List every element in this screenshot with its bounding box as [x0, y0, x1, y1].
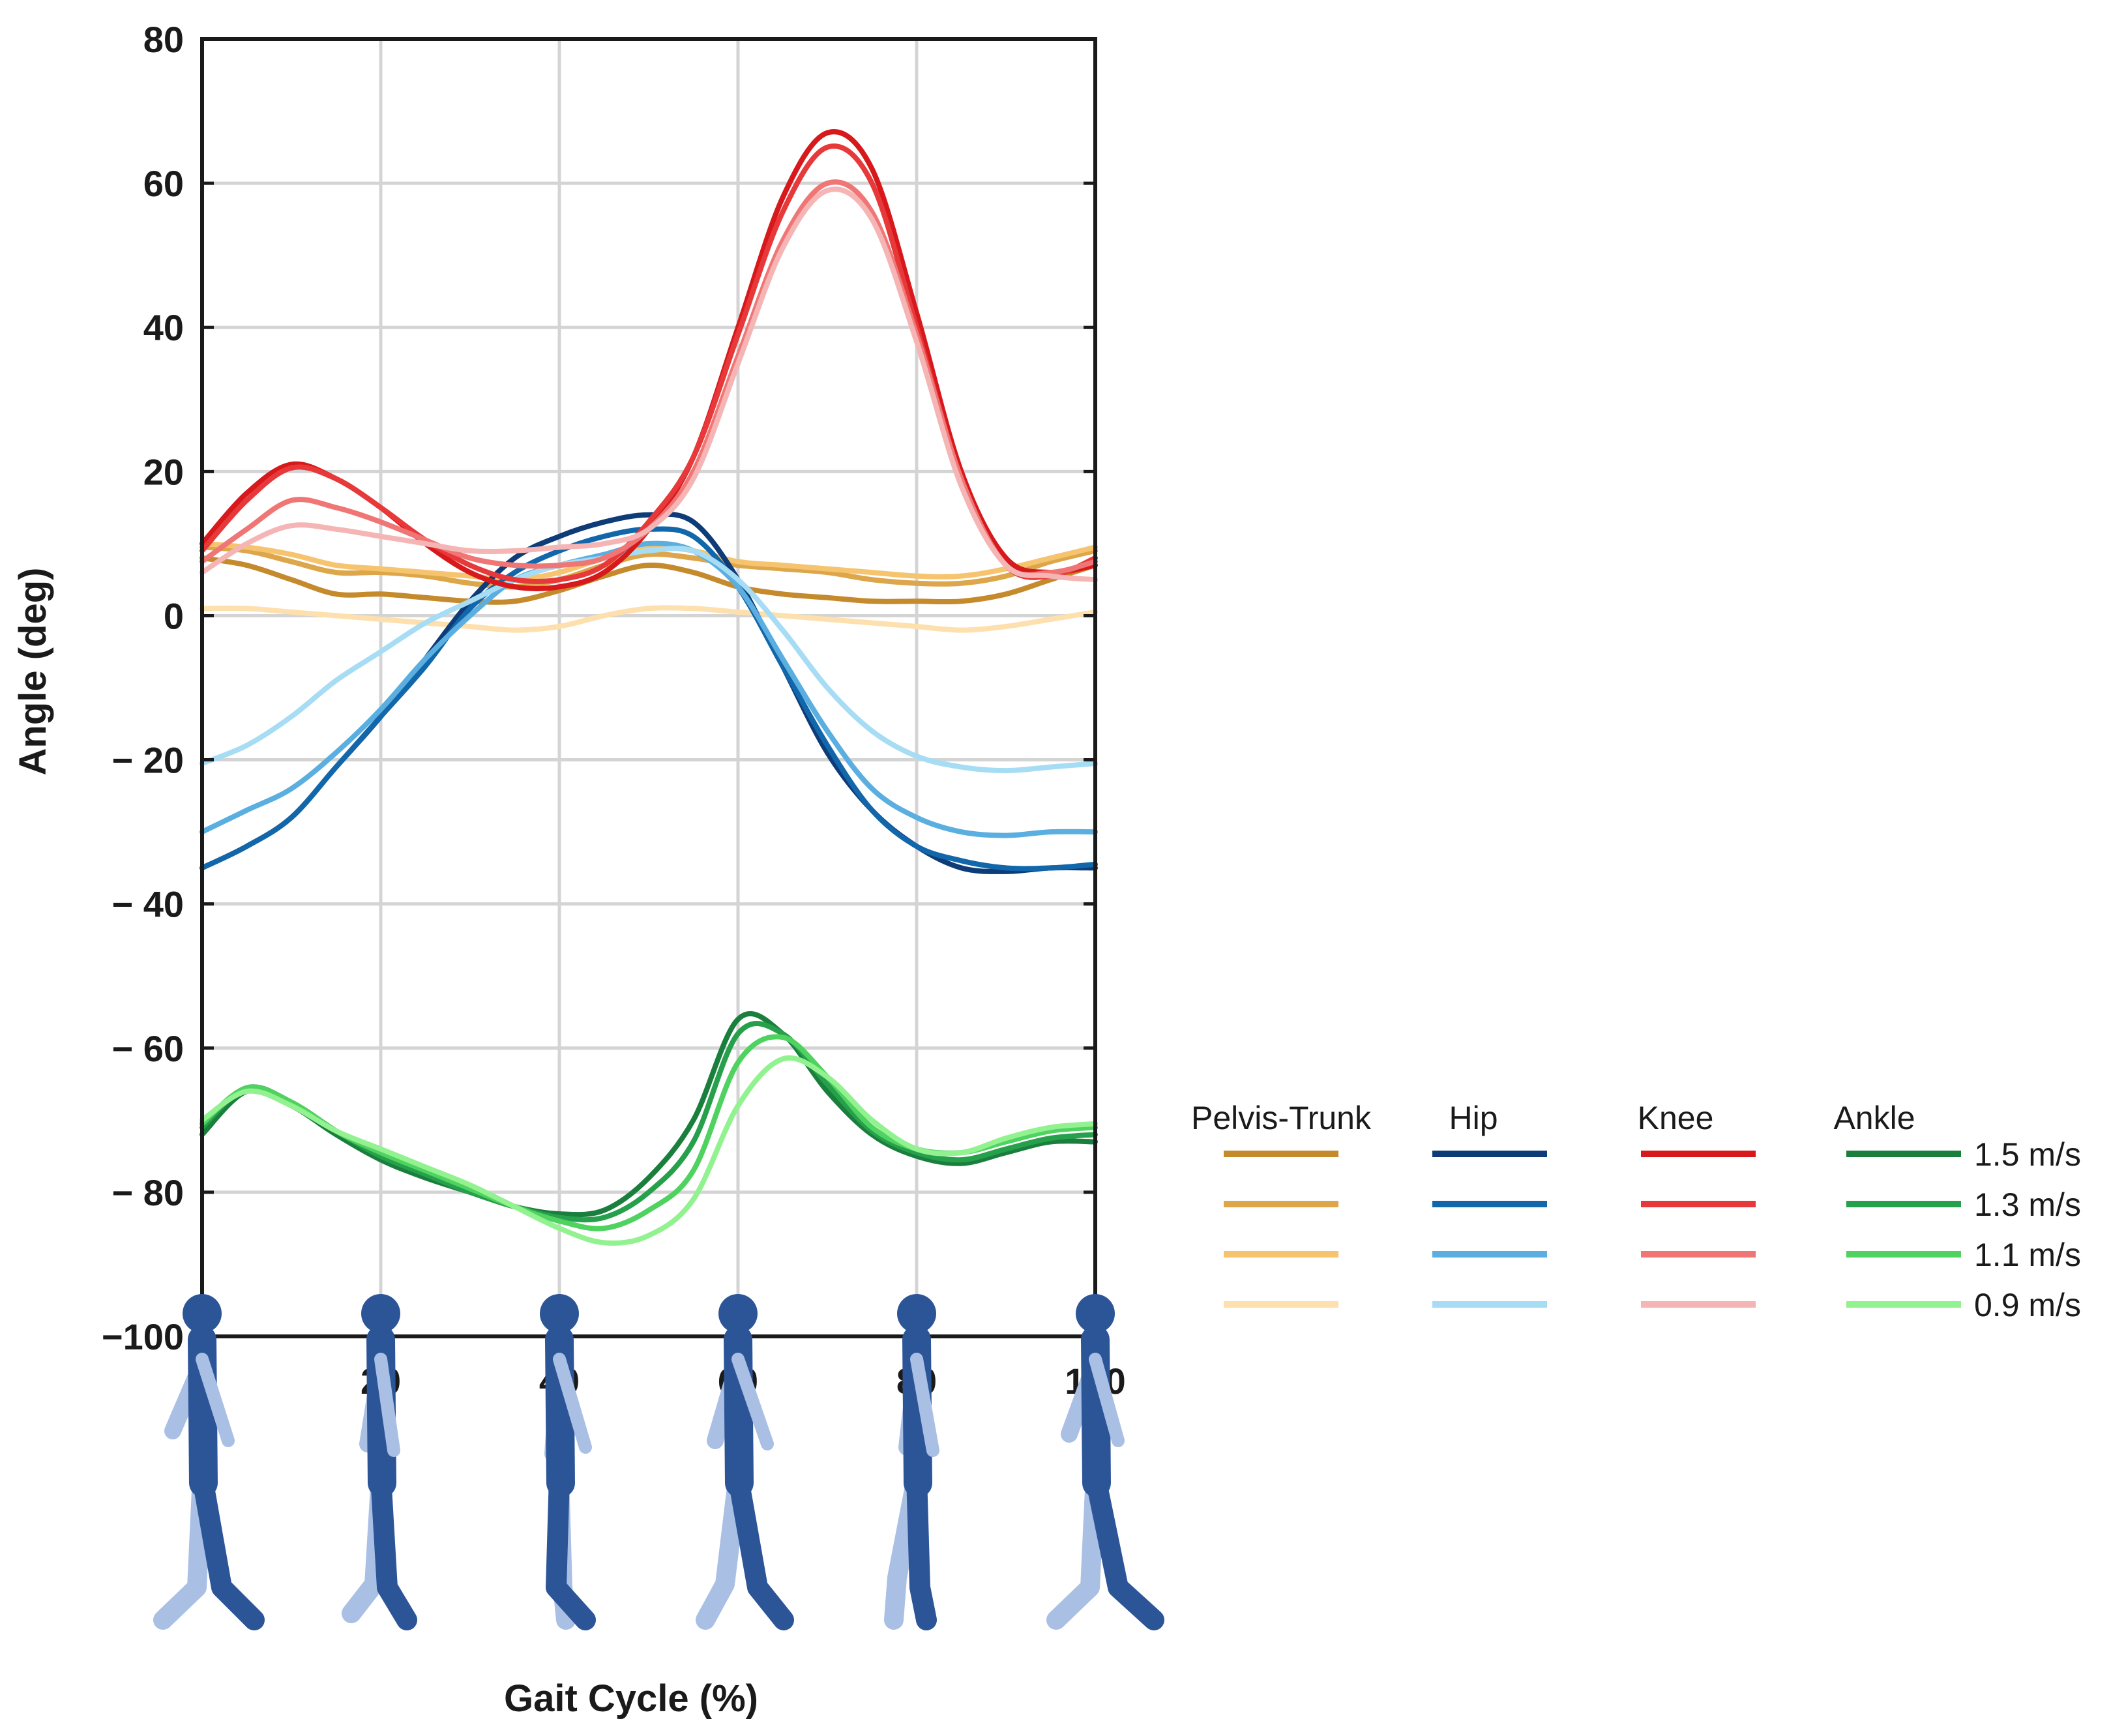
series-line-hip-1-3-m-s: [199, 526, 1098, 872]
legend-joint-label: Knee: [1638, 1100, 1714, 1136]
y-tick-label: 40: [143, 307, 184, 348]
walking-figure-icon: [153, 1294, 265, 1630]
grid-lines: [202, 39, 1095, 1336]
walking-figure-icon: [540, 1294, 596, 1630]
y-tick-label: 60: [143, 163, 184, 204]
series-line-pelvis-trunk-1-1-m-s: [199, 540, 1098, 583]
walking-figure-icon: [884, 1294, 939, 1630]
legend-joint-label: Ankle: [1833, 1100, 1915, 1136]
walking-figure-icon: [1046, 1294, 1164, 1630]
y-tick-label: − 60: [111, 1028, 184, 1069]
legend: Pelvis-Trunk Hip Knee Ankle 1.5 m/s 1.3 m/s 1.…: [1191, 1100, 2081, 1323]
x-axis-title: Gait Cycle (%): [504, 1677, 758, 1720]
series-line-hip-1-1-m-s: [199, 540, 1098, 838]
y-tick-label: − 20: [111, 740, 184, 781]
series-line-knee-0-9-m-s: [199, 186, 1098, 583]
axis-ticks: [200, 37, 1097, 1338]
plot-frame: [200, 37, 1097, 1338]
series-line-ankle-1-3-m-s: [199, 1021, 1098, 1223]
series-line-pelvis-trunk-1-5-m-s: [199, 555, 1098, 605]
y-tick-label: −100: [102, 1316, 184, 1357]
y-tick-label: 20: [143, 451, 184, 492]
legend-speed-label: 1.5 m/s: [1974, 1136, 2081, 1173]
y-tick-label: − 40: [111, 884, 184, 925]
series-line-ankle-1-5-m-s: [199, 1011, 1098, 1218]
series-line-hip-0-9-m-s: [199, 546, 1098, 774]
walking-figures: [153, 1294, 1164, 1630]
legend-speed-label: 1.1 m/s: [1974, 1237, 2081, 1273]
legend-joint-label: Hip: [1449, 1100, 1498, 1136]
series-line-pelvis-trunk-1-3-m-s: [199, 544, 1098, 590]
series-lines: [199, 129, 1098, 1246]
y-tick-label: 0: [164, 595, 184, 636]
legend-speed-label: 0.9 m/s: [1974, 1287, 2081, 1323]
series-line-ankle-0-9-m-s: [199, 1055, 1098, 1246]
y-axis-title: Angle (deg): [12, 568, 54, 776]
walking-figure-icon: [696, 1294, 794, 1630]
walking-figure-icon: [342, 1294, 417, 1630]
legend-joint-label: Pelvis-Trunk: [1191, 1100, 1372, 1136]
y-tick-label: 80: [143, 19, 184, 60]
legend-speed-label: 1.3 m/s: [1974, 1186, 2081, 1223]
series-line-pelvis-trunk-0-9-m-s: [199, 605, 1098, 633]
y-tick-label: − 80: [111, 1172, 184, 1213]
